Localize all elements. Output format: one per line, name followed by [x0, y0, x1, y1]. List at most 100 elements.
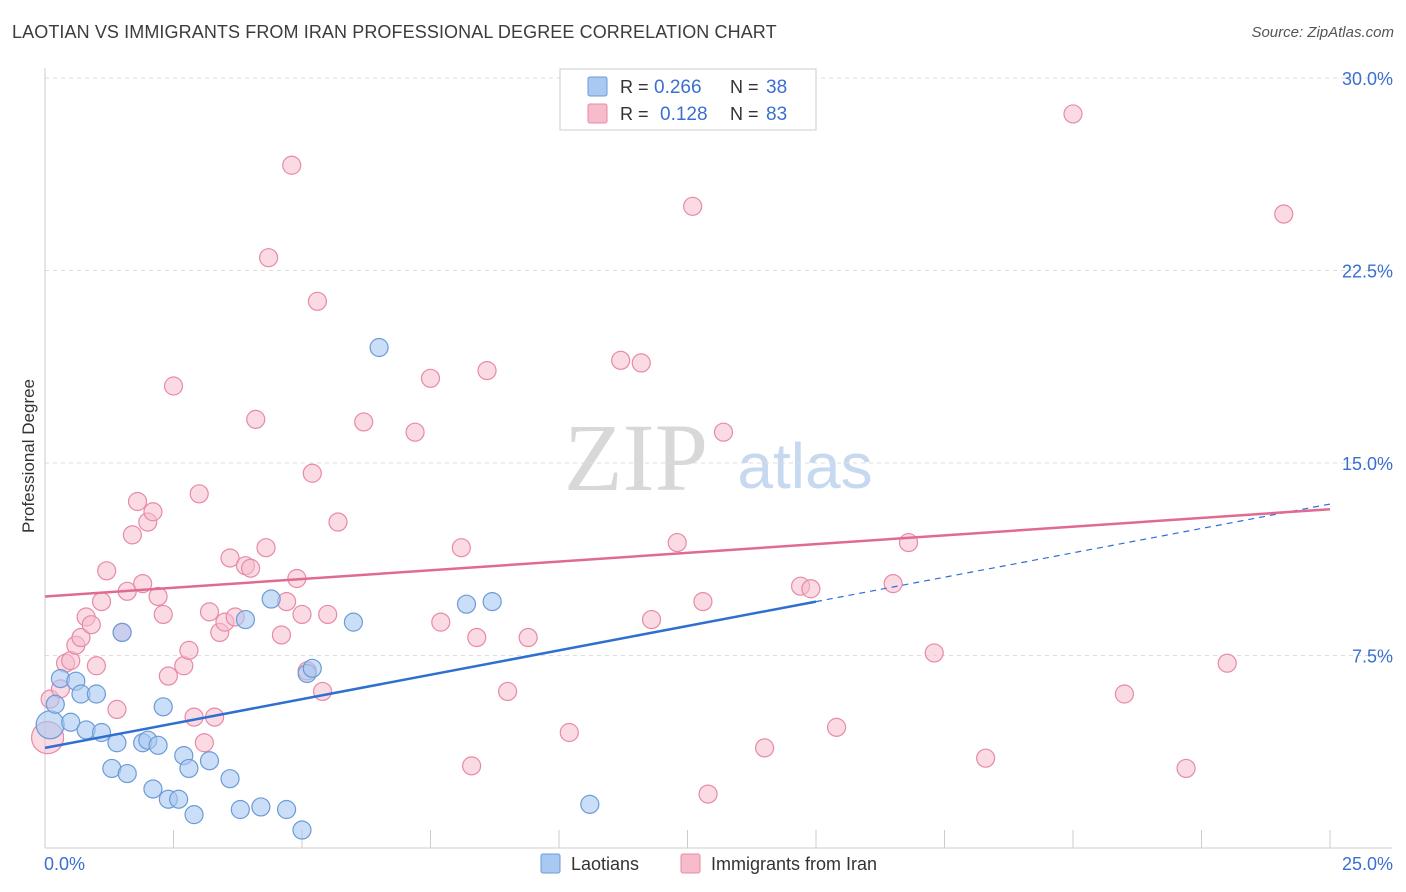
- iran-point: [883, 574, 903, 594]
- y-tick-label-1: 15.0%: [1342, 454, 1393, 474]
- iran-point: [1063, 104, 1083, 124]
- legend-laotian-n-label: N =: [730, 77, 759, 97]
- iran-point: [292, 604, 312, 625]
- iran-point: [328, 512, 348, 532]
- iran-point: [258, 248, 279, 268]
- x-tick-label-0: 0.0%: [44, 854, 85, 874]
- iran-point: [976, 748, 996, 768]
- iran-point: [271, 625, 292, 645]
- legend-iran-swatch: [587, 103, 608, 124]
- legend-bottom-laotian-label: Laotians: [571, 854, 639, 874]
- iran-point: [451, 538, 471, 558]
- watermark-atlas: atlas: [737, 430, 872, 502]
- iran-point: [246, 409, 266, 429]
- laotian-point: [45, 694, 65, 714]
- iran-point: [122, 525, 142, 545]
- iran-point: [194, 733, 214, 753]
- iran-point: [611, 350, 631, 370]
- iran-point: [107, 699, 127, 720]
- iran-point: [1114, 684, 1135, 704]
- series-laotians: [35, 337, 600, 840]
- y-axis-label: Professional Degree: [19, 379, 38, 533]
- iran-point: [302, 463, 322, 483]
- legend-bottom-iran-label: Immigrants from Iran: [711, 854, 877, 874]
- legend-laotian-swatch: [587, 76, 608, 97]
- y-tick-label-3: 30.0%: [1342, 69, 1393, 89]
- iran-point: [158, 666, 178, 686]
- laotian-point: [86, 684, 107, 704]
- legend-iran-n-value: 83: [766, 104, 787, 125]
- laotian-point: [61, 712, 81, 732]
- laotian-point: [169, 789, 189, 809]
- legend-bottom-laotian-swatch: [540, 853, 561, 874]
- axes: [44, 68, 1392, 849]
- laotian-point: [302, 658, 322, 678]
- iran-point: [693, 591, 713, 612]
- grid-lines: [45, 77, 1392, 656]
- iran-point: [924, 643, 944, 663]
- laotian-trend-extension: [815, 503, 1331, 603]
- source-label: Source: ZipAtlas.com: [1251, 24, 1394, 41]
- legend-iran-r-label: R =: [620, 104, 649, 124]
- iran-point: [86, 656, 107, 676]
- iran-point: [713, 422, 734, 442]
- laotian-point: [482, 591, 502, 612]
- laotian-point: [261, 589, 281, 609]
- iran-trend-line: [44, 507, 1331, 598]
- iran-point: [477, 361, 497, 381]
- iran-point: [641, 609, 662, 630]
- iran-point: [518, 627, 538, 648]
- laotian-point: [235, 609, 256, 630]
- iran-point: [189, 484, 209, 504]
- laotian-point: [456, 594, 477, 614]
- laotian-point: [343, 612, 363, 632]
- laotian-point: [369, 337, 389, 358]
- iran-point: [1176, 758, 1196, 779]
- legend-laotian-r-value: 0.266: [654, 77, 702, 98]
- iran-point: [71, 627, 91, 648]
- laotian-point: [117, 763, 137, 784]
- iran-point: [282, 155, 302, 175]
- iran-point: [559, 722, 579, 743]
- iran-point: [1274, 204, 1294, 224]
- laotian-point: [251, 797, 271, 817]
- y-tick-label-0: 7.5%: [1352, 647, 1393, 667]
- laotian-point: [184, 805, 204, 825]
- laotian-trend-line: [44, 600, 817, 750]
- legend-iran-n-label: N =: [730, 104, 759, 124]
- laotian-point: [220, 769, 240, 789]
- laotian-point: [143, 779, 163, 799]
- iran-point: [307, 291, 328, 311]
- legend-top: R = 0.266 N = 38 R = 0.128 N = 83: [559, 68, 817, 131]
- laotian-point: [148, 735, 168, 755]
- iran-point: [148, 586, 168, 607]
- laotian-point: [179, 758, 199, 779]
- iran-point: [683, 196, 703, 216]
- trend-lines: [44, 503, 1331, 750]
- iran-point: [405, 422, 425, 442]
- iran-point: [698, 784, 718, 804]
- tick-labels: 7.5% 15.0% 22.5% 30.0% 0.0% 25.0%: [44, 69, 1393, 874]
- laotian-point: [276, 799, 297, 820]
- legend-bottom: Laotians Immigrants from Iran: [540, 853, 877, 874]
- laotian-point: [230, 799, 250, 820]
- iran-point: [420, 368, 441, 388]
- iran-point: [220, 548, 240, 568]
- iran-point: [143, 502, 163, 522]
- watermark: ZIP atlas: [564, 404, 873, 511]
- legend-laotian-n-value: 38: [766, 77, 787, 98]
- legend-iran-r-value: 0.128: [660, 104, 708, 125]
- iran-point: [133, 574, 153, 594]
- legend-bottom-iran-swatch: [680, 853, 701, 874]
- iran-point: [754, 738, 775, 758]
- iran-point: [826, 717, 847, 737]
- iran-point: [199, 602, 220, 622]
- laotian-point: [199, 751, 220, 771]
- iran-point: [467, 627, 487, 648]
- iran-point: [163, 376, 184, 396]
- iran-point: [81, 615, 101, 635]
- watermark-zip: ZIP: [564, 404, 708, 511]
- iran-point: [91, 591, 112, 612]
- iran-point: [462, 756, 482, 776]
